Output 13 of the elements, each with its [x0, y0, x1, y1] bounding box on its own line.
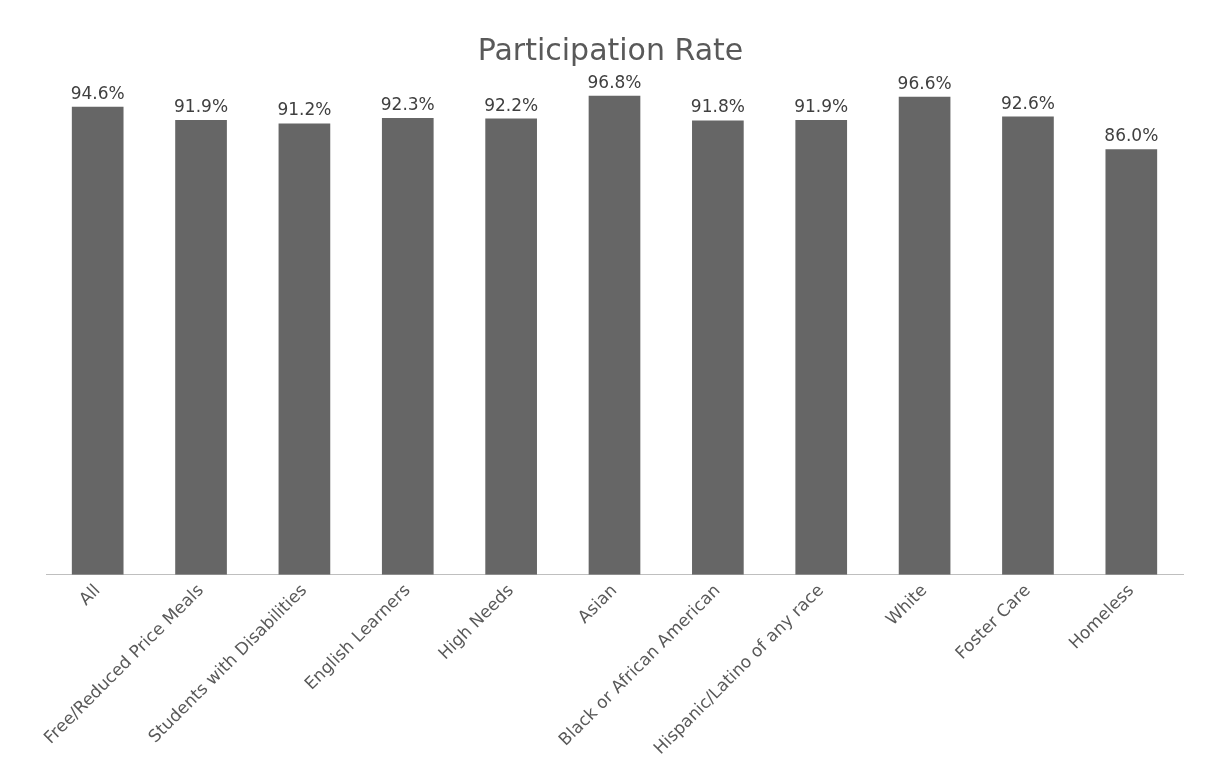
data-label: 94.6% [70, 82, 125, 103]
data-label: 96.6% [897, 72, 952, 93]
data-label: 91.2% [277, 99, 332, 120]
data-label: 91.8% [690, 96, 745, 117]
data-label: 91.9% [174, 96, 229, 116]
data-label: 92.3% [380, 94, 435, 115]
data-label: 86.0% [1104, 125, 1159, 146]
data-label: 92.6% [1000, 92, 1055, 113]
data-label: 96.8% [587, 71, 642, 92]
data-label: 91.9% [794, 96, 849, 116]
x-tick-label: All [74, 579, 104, 609]
data-label: 92.2% [484, 94, 539, 115]
chart-title: Participation Rate [477, 31, 744, 67]
